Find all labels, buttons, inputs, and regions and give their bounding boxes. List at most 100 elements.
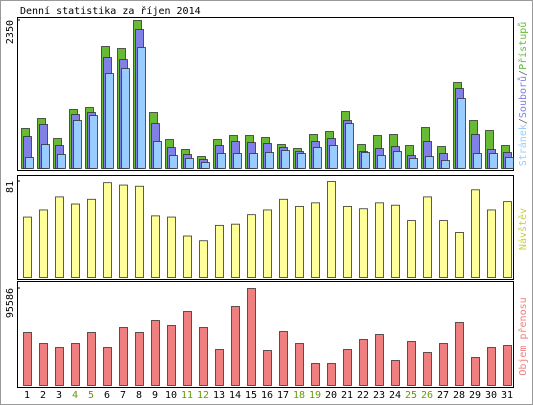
bar [89, 115, 98, 169]
bar [87, 198, 96, 278]
x-tick-label: 6 [104, 390, 110, 401]
bar [105, 73, 114, 169]
bar [375, 334, 384, 386]
bar [505, 157, 514, 169]
y-tick-label: 95586 [5, 288, 16, 318]
x-tick-label: 23 [373, 390, 385, 401]
bar [263, 350, 272, 386]
legend-separator: / [518, 118, 529, 124]
bar [391, 204, 400, 278]
bar [57, 154, 66, 169]
bar [199, 240, 208, 278]
x-tick-label: 16 [261, 390, 273, 401]
bar [487, 347, 496, 386]
bar [87, 332, 96, 386]
chart-title: Denní statistika za říjen 2014 [20, 5, 201, 17]
bar [151, 320, 160, 386]
bar [439, 220, 448, 278]
bar [153, 141, 162, 169]
panel-frame [17, 281, 514, 388]
x-tick-label: 22 [357, 390, 369, 401]
bar [39, 343, 48, 386]
x-tick-label: 19 [309, 390, 321, 401]
bar [311, 202, 320, 278]
x-tick-label: 7 [120, 390, 126, 401]
bar [471, 357, 480, 386]
bar [423, 196, 432, 278]
bar [119, 327, 128, 386]
bar [343, 349, 352, 386]
y-tick-label: 81 [5, 181, 16, 193]
x-tick-label: 31 [501, 390, 513, 401]
x-tick-label: 5 [88, 390, 94, 401]
x-tick-label: 12 [197, 390, 209, 401]
x-tick-label: 3 [56, 390, 62, 401]
bar [471, 189, 480, 278]
bar [135, 185, 144, 278]
x-tick-label: 24 [389, 390, 401, 401]
bar [265, 152, 274, 169]
bar [247, 288, 256, 386]
bar [279, 331, 288, 386]
legend-entry: Souborů [517, 76, 529, 118]
bar [231, 306, 240, 386]
bar [103, 347, 112, 386]
bar [71, 343, 80, 386]
x-tick-label: 18 [293, 390, 305, 401]
bar [329, 145, 338, 169]
x-tick-label: 26 [421, 390, 433, 401]
x-tick-label: 25 [405, 390, 417, 401]
bar [423, 352, 432, 386]
legend: Stránek/Souborů/Přístupů [517, 22, 529, 167]
bar [295, 343, 304, 386]
bar [55, 196, 64, 278]
bar [487, 209, 496, 278]
bar [23, 332, 32, 386]
x-tick-label: 20 [325, 390, 337, 401]
bar [121, 68, 130, 169]
bar [455, 232, 464, 278]
bar [407, 341, 416, 386]
x-tick-label: 2 [40, 390, 46, 401]
bar [185, 158, 194, 169]
bar [183, 235, 192, 278]
bar [39, 209, 48, 278]
bar [231, 223, 240, 278]
legend: Návštěv [517, 208, 529, 250]
bar [119, 184, 128, 278]
bar [343, 205, 352, 278]
x-tick-label: 4 [72, 390, 78, 401]
bar [71, 203, 80, 278]
bar [279, 198, 288, 278]
bar [135, 332, 144, 386]
x-tick-label: 30 [485, 390, 497, 401]
bar [41, 144, 50, 169]
bar [55, 347, 64, 386]
legend-entry: Přístupů [517, 22, 529, 70]
x-tick-label: 15 [245, 390, 257, 401]
bar [137, 47, 146, 169]
bar [233, 153, 242, 169]
bar [199, 327, 208, 386]
bar [103, 182, 112, 278]
bar [167, 216, 176, 278]
bar [23, 216, 32, 278]
bar [151, 215, 160, 278]
x-tick-label: 13 [213, 390, 225, 401]
bar [345, 123, 354, 169]
bar [441, 160, 450, 169]
bar [327, 181, 336, 278]
bar [167, 325, 176, 386]
legend-entry: Návštěv [517, 208, 529, 250]
bar [391, 360, 400, 386]
legend-entry: Stránek [517, 124, 529, 166]
bar [473, 153, 482, 169]
bar [409, 158, 418, 169]
bar [359, 208, 368, 278]
bar [215, 224, 224, 278]
bar [425, 156, 434, 169]
legend-entry: Objem přenosu [517, 297, 529, 375]
panel-frame [17, 17, 514, 171]
